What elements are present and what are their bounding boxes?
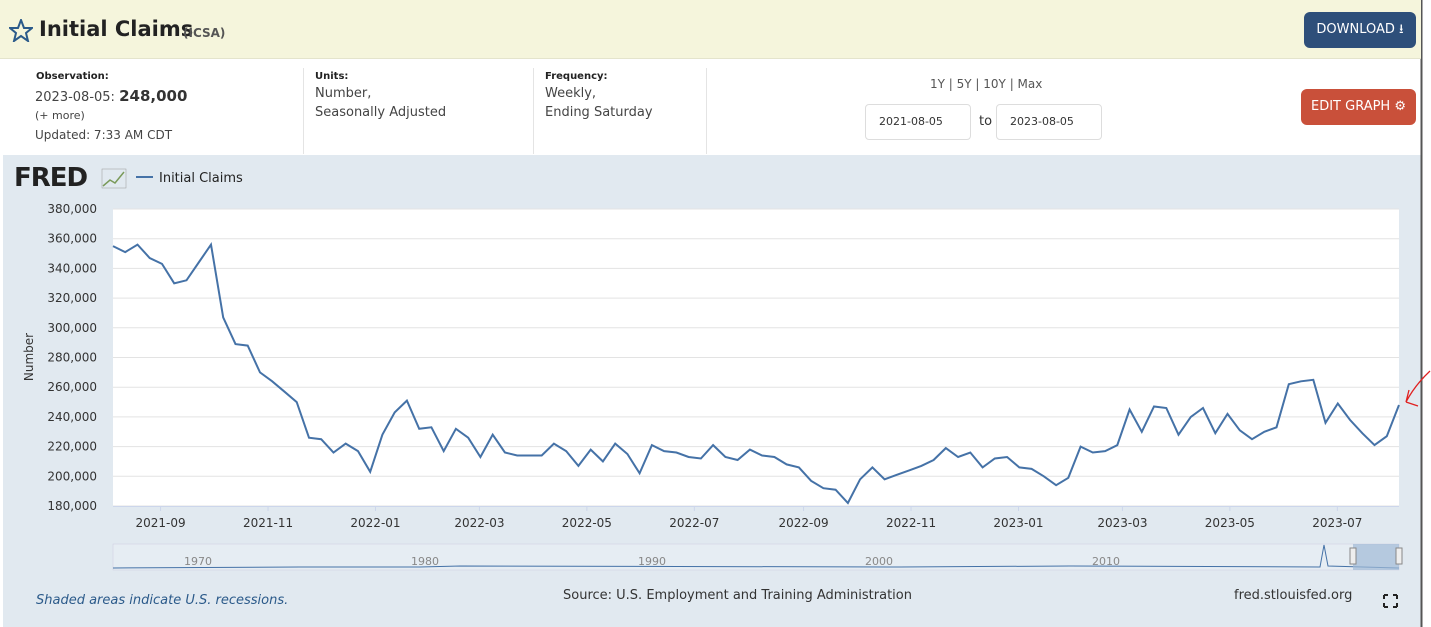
start-date-input[interactable]: 2021-08-05 <box>865 104 971 140</box>
y-tick-label: 220,000 <box>47 440 97 454</box>
x-tick-label: 2021-09 <box>135 516 185 530</box>
edit-graph-label: EDIT GRAPH <box>1310 99 1391 114</box>
units-line: Seasonally Adjusted <box>315 105 447 120</box>
logo-icon <box>102 171 125 187</box>
y-tick-label: 280,000 <box>47 351 97 365</box>
units-line: Number, <box>315 86 372 101</box>
x-tick-label: 2022-01 <box>350 516 400 530</box>
navigator[interactable] <box>112 543 1400 571</box>
navigator-line <box>112 544 1400 569</box>
y-tick-label: 240,000 <box>47 410 97 424</box>
series-line <box>112 241 1400 505</box>
range-to: to <box>979 114 993 129</box>
y-tick-label: 180,000 <box>47 499 97 513</box>
y-tick-label: 200,000 <box>47 469 97 483</box>
source: Source: U.S. Employment and Training Adm… <box>563 588 912 603</box>
observation-value: 248,000 <box>119 87 188 105</box>
frequency-line: Ending Saturday <box>545 105 653 120</box>
y-tick-label: 260,000 <box>47 380 97 394</box>
y-tick-label: 380,000 <box>47 202 97 216</box>
favorite-star[interactable] <box>9 19 33 42</box>
x-tick-label: 2023-07 <box>1312 516 1362 530</box>
x-tick-label: 2022-03 <box>454 516 504 530</box>
observation-date: 2023-08-05: <box>35 90 115 105</box>
separator <box>303 68 304 154</box>
top-bar <box>0 0 1421 59</box>
navigator-label: 1990 <box>638 555 666 568</box>
frequency-line: Weekly, <box>545 86 597 101</box>
y-axis-label: Number <box>22 333 36 381</box>
fullscreen-icon[interactable] <box>1383 594 1398 608</box>
x-tick-label: 2022-11 <box>886 516 936 530</box>
x-tick-label: 2023-05 <box>1205 516 1255 530</box>
x-tick-label: 2023-03 <box>1097 516 1147 530</box>
navigator-handle[interactable] <box>1349 547 1357 565</box>
separator <box>533 68 534 154</box>
x-tick-label: 2022-05 <box>562 516 612 530</box>
x-tick-label: 2022-07 <box>669 516 719 530</box>
series-code: (ICSA) <box>183 26 226 40</box>
y-tick-label: 340,000 <box>47 261 97 275</box>
logo-icon-frame <box>101 168 127 189</box>
navigator-label: 2000 <box>865 555 893 568</box>
navigator-label: 2010 <box>1092 555 1120 568</box>
edit-graph-button[interactable]: EDIT GRAPH ⚙ <box>1301 89 1416 125</box>
range-presets[interactable]: 1Y | 5Y | 10Y | Max <box>930 77 1043 91</box>
annotation-arrow <box>1405 370 1431 407</box>
download-button[interactable]: DOWNLOAD ⭳ <box>1304 12 1416 48</box>
navigator-handle[interactable] <box>1395 547 1403 565</box>
units-label: Units: <box>315 71 349 82</box>
x-tick-label: 2022-09 <box>778 516 828 530</box>
separator <box>706 68 707 154</box>
download-label: DOWNLOAD <box>1316 22 1395 37</box>
end-date-input[interactable]: 2023-08-05 <box>996 104 1102 140</box>
y-tick-label: 360,000 <box>47 232 97 246</box>
y-tick-label: 320,000 <box>47 291 97 305</box>
series-title: Initial Claims <box>39 17 194 41</box>
observation-label: Observation: <box>36 71 109 82</box>
navigator-label: 1970 <box>184 555 212 568</box>
y-tick-label: 300,000 <box>47 321 97 335</box>
frequency-label: Frequency: <box>545 71 608 82</box>
recession-note: Shaded areas indicate U.S. recessions. <box>36 593 289 608</box>
more-link[interactable]: (+ more) <box>35 109 85 122</box>
fred-logo: FRED <box>14 163 88 193</box>
x-tick-label: 2023-01 <box>993 516 1043 530</box>
site-link[interactable]: fred.stlouisfed.org <box>1234 588 1353 603</box>
legend-label[interactable]: Initial Claims <box>159 171 243 186</box>
navigator-selection[interactable] <box>1353 544 1399 570</box>
x-tick-label: 2021-11 <box>243 516 293 530</box>
navigator-label: 1980 <box>411 555 439 568</box>
updated: Updated: 7:33 AM CDT <box>35 128 173 142</box>
